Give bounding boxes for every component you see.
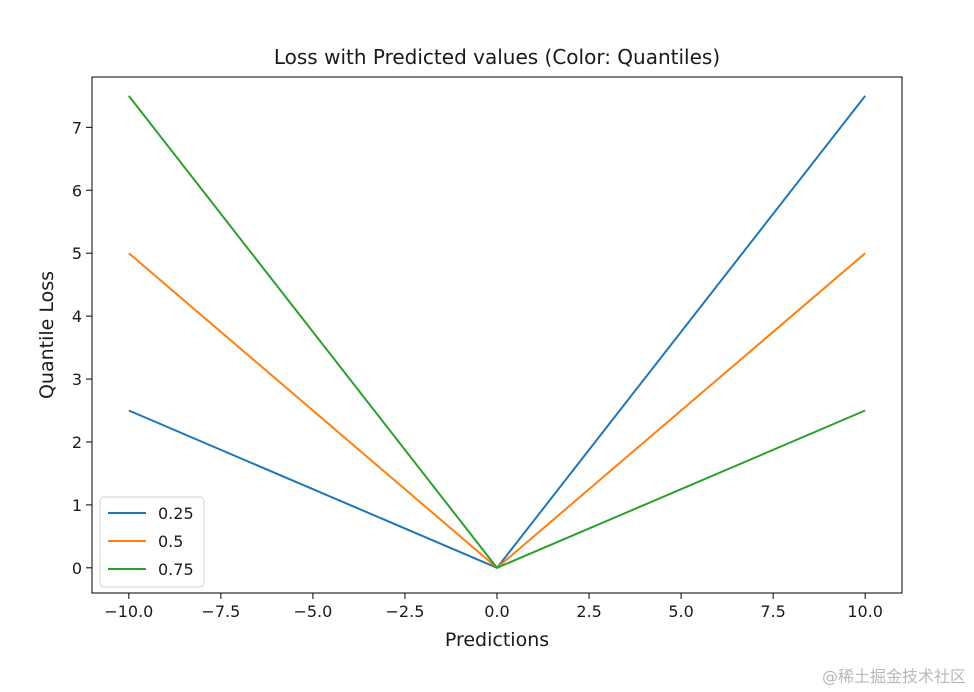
y-tick-label: 2 xyxy=(72,433,82,452)
y-tick-label: 6 xyxy=(72,181,82,200)
series-line-0.5 xyxy=(128,252,866,569)
y-tick-label: 1 xyxy=(72,496,82,515)
plot-frame xyxy=(91,76,903,594)
series-line-0.75 xyxy=(128,95,866,569)
legend-box xyxy=(99,496,205,588)
legend-label: 0.5 xyxy=(158,532,183,551)
y-tick-label: 0 xyxy=(72,559,82,578)
series-line-0.25 xyxy=(128,95,866,569)
y-tick-label: 5 xyxy=(72,244,82,263)
series-layer xyxy=(128,95,866,569)
x-tick-label: 10.0 xyxy=(847,602,883,621)
x-tick-label: −2.5 xyxy=(386,602,425,621)
legend: 0.25 0.5 0.75 xyxy=(99,496,205,588)
y-tick-label: 7 xyxy=(72,118,82,137)
x-tick-label: −5.0 xyxy=(293,602,332,621)
x-axis: −10.0 −7.5 −5.0 −2.5 0.0 2.5 5.0 7.5 10.0 xyxy=(104,593,883,621)
x-tick-label: 2.5 xyxy=(576,602,601,621)
y-axis-label: Quantile Loss xyxy=(36,271,58,399)
y-tick-label: 3 xyxy=(72,370,82,389)
x-tick-label: 7.5 xyxy=(760,602,785,621)
legend-label: 0.75 xyxy=(158,560,194,579)
chart-title: Loss with Predicted values (Color: Quant… xyxy=(274,45,720,69)
x-tick-label: −7.5 xyxy=(201,602,240,621)
y-tick-label: 4 xyxy=(72,307,82,326)
x-tick-label: 5.0 xyxy=(668,602,693,621)
legend-label: 0.25 xyxy=(158,504,194,523)
y-axis: 0 1 2 3 4 5 6 7 xyxy=(72,118,92,578)
x-tick-label: 0.0 xyxy=(484,602,509,621)
x-axis-label: Predictions xyxy=(445,629,549,651)
watermark: @稀土掘金技术社区 xyxy=(822,667,966,686)
x-tick-label: −10.0 xyxy=(104,602,153,621)
